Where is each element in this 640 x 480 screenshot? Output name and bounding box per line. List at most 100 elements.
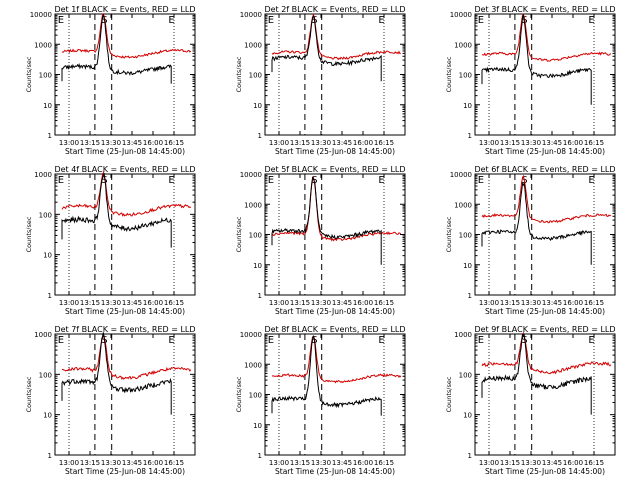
x-axis-label: Start Time (25-Jun-08 14:45:00) — [65, 467, 185, 476]
y-tick-label: 1 — [258, 132, 262, 140]
panel-title: Det 9f BLACK = Events, RED = LLD — [474, 325, 615, 334]
y-axis-label: Counts/sec — [25, 56, 33, 92]
panel-5: Det 5f BLACK = Events, RED = LLD 1 10 100 10… — [235, 165, 406, 316]
y-tick-label: 1000 — [244, 361, 262, 369]
lld-series-line — [61, 332, 192, 380]
y-tick-label: 100 — [249, 232, 262, 240]
x-tick-label: 13:30 — [521, 139, 541, 147]
events-series-line — [271, 335, 382, 416]
panel-6: Det 6f BLACK = Events, RED = LLD 1 10 100 10… — [445, 165, 616, 316]
panel-title: Det 5f BLACK = Events, RED = LLD — [264, 165, 405, 174]
y-tick-label: 10000 — [450, 171, 472, 179]
x-axis-label: Start Time (25-Jun-08 14:45:00) — [485, 147, 605, 156]
y-tick-label: 10000 — [240, 171, 262, 179]
x-tick-label: 13:15 — [290, 459, 310, 467]
x-tick-label: 13:00 — [269, 299, 289, 307]
x-axis-label: Start Time (25-Jun-08 14:45:00) — [65, 307, 185, 316]
marker-letter: E — [58, 175, 64, 186]
marker-letter: S — [101, 175, 107, 186]
events-series-line — [481, 181, 592, 265]
plot-frame — [474, 333, 616, 456]
x-tick-label: 16:00 — [563, 139, 583, 147]
panel-9: Det 9f BLACK = Events, RED = LLD 1 10 100 10… — [445, 325, 616, 476]
x-tick-label: 13:00 — [59, 299, 79, 307]
x-tick-label: 16:15 — [374, 299, 394, 307]
y-axis-label: Counts/sec — [25, 216, 33, 252]
x-tick-label: 13:30 — [521, 299, 541, 307]
y-tick-label: 10000 — [30, 11, 52, 19]
y-tick-label: 1000 — [454, 201, 472, 209]
plot-frame — [54, 333, 196, 456]
x-tick-label: 16:15 — [374, 139, 394, 147]
x-axis-label: Start Time (25-Jun-08 14:45:00) — [485, 307, 605, 316]
x-tick-label: 16:00 — [563, 299, 583, 307]
marker-letter: E — [478, 15, 484, 26]
y-tick-label: 1000 — [34, 331, 52, 339]
marker-letter: E — [378, 335, 384, 346]
x-tick-label: 13:15 — [500, 459, 520, 467]
x-tick-label: 13:00 — [59, 459, 79, 467]
y-axis-label: Counts/sec — [25, 376, 33, 412]
panel-2: Det 2f BLACK = Events, RED = LLD 1 10 100 10… — [235, 5, 406, 156]
y-axis-label: Counts/sec — [445, 216, 453, 252]
y-tick-label: 100 — [459, 232, 472, 240]
x-tick-label: 13:30 — [101, 299, 121, 307]
marker-letter: E — [58, 335, 64, 346]
y-tick-label: 10 — [43, 252, 52, 260]
events-series-line — [481, 333, 592, 415]
marker-letter: E — [168, 175, 174, 186]
x-tick-label: 16:15 — [584, 139, 604, 147]
panel-title: Det 8f BLACK = Events, RED = LLD — [264, 325, 405, 334]
events-series-line — [61, 332, 172, 415]
y-tick-label: 10000 — [240, 11, 262, 19]
x-tick-label: 13:45 — [542, 459, 562, 467]
lld-series-line — [481, 13, 612, 62]
y-tick-label: 100 — [39, 72, 52, 80]
panel-title: Det 4f BLACK = Events, RED = LLD — [54, 165, 195, 174]
y-axis-label: Counts/sec — [235, 376, 243, 412]
y-axis-label: Counts/sec — [445, 376, 453, 412]
y-tick-label: 1000 — [34, 171, 52, 179]
panel-8: Det 8f BLACK = Events, RED = LLD 1 10 100 10… — [235, 325, 406, 476]
y-tick-label: 1 — [258, 452, 262, 460]
y-tick-label: 100 — [249, 72, 262, 80]
x-axis-label: Start Time (25-Jun-08 14:45:00) — [275, 307, 395, 316]
y-tick-label: 1000 — [454, 331, 472, 339]
x-tick-label: 13:45 — [542, 299, 562, 307]
x-tick-label: 13:15 — [80, 139, 100, 147]
x-tick-label: 13:15 — [500, 139, 520, 147]
lld-series-line — [271, 13, 401, 61]
y-tick-label: 10000 — [240, 331, 262, 339]
y-tick-label: 10 — [463, 412, 472, 420]
y-tick-label: 1 — [468, 132, 472, 140]
x-tick-label: 16:15 — [584, 459, 604, 467]
x-tick-label: 13:45 — [122, 299, 142, 307]
y-axis-label: Counts/sec — [445, 56, 453, 92]
x-tick-label: 13:30 — [311, 299, 331, 307]
y-axis-label: Counts/sec — [235, 56, 243, 92]
y-tick-label: 10 — [43, 412, 52, 420]
x-tick-label: 16:00 — [143, 459, 163, 467]
x-tick-label: 16:00 — [143, 139, 163, 147]
x-tick-label: 16:15 — [164, 459, 184, 467]
y-tick-label: 1 — [468, 292, 472, 300]
marker-letter: E — [268, 175, 274, 186]
marker-letter: E — [268, 335, 274, 346]
marker-letter: E — [478, 175, 484, 186]
x-tick-label: 13:45 — [332, 139, 352, 147]
y-tick-label: 1 — [48, 452, 52, 460]
x-tick-label: 13:00 — [59, 139, 79, 147]
x-tick-label: 16:15 — [164, 299, 184, 307]
y-tick-label: 1 — [48, 292, 52, 300]
marker-letter: E — [168, 335, 174, 346]
y-tick-label: 10 — [253, 422, 262, 430]
x-tick-label: 13:30 — [311, 139, 331, 147]
x-tick-label: 16:00 — [353, 139, 373, 147]
x-tick-label: 13:00 — [269, 459, 289, 467]
x-tick-label: 13:30 — [101, 459, 121, 467]
marker-letter: E — [378, 175, 384, 186]
x-tick-label: 13:00 — [479, 299, 499, 307]
x-axis-label: Start Time (25-Jun-08 14:45:00) — [275, 147, 395, 156]
panel-title: Det 6f BLACK = Events, RED = LLD — [474, 165, 615, 174]
